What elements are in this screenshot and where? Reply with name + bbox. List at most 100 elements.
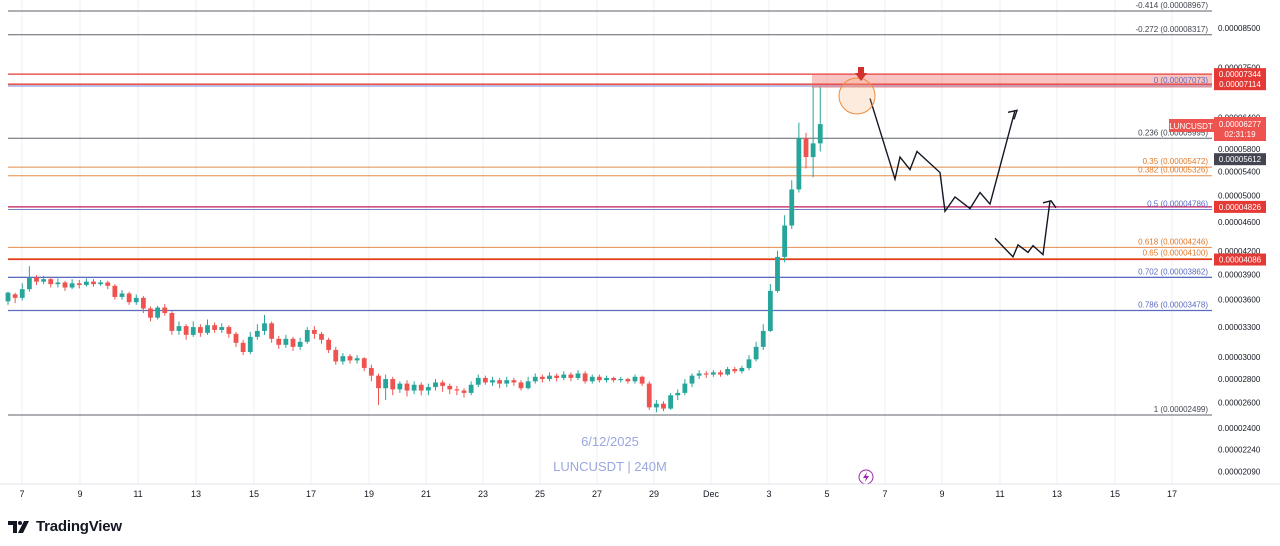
- fib-level-label: 0.382 (0.00005326): [1138, 166, 1208, 175]
- candle-body: [532, 376, 538, 382]
- candle-body: [482, 377, 488, 383]
- last-price-badge: 0.00006277 02:31:19: [1214, 117, 1266, 141]
- candle-body: [376, 375, 381, 389]
- candle-body: [19, 289, 25, 298]
- resistance-zone: [812, 74, 1212, 88]
- candle-body: [91, 281, 96, 285]
- candle-body: [596, 376, 602, 381]
- candle-body: [55, 282, 61, 285]
- fib-level-label: 0.702 (0.00003862): [1138, 267, 1208, 276]
- candle-body: [675, 392, 681, 396]
- price-badge: [1214, 253, 1266, 266]
- candle-body: [290, 338, 296, 347]
- candle-body: [133, 297, 139, 303]
- watermark-symbol: LUNCUSDT | 240M: [553, 459, 667, 474]
- price-badge-label: 0.00007114: [1219, 80, 1261, 89]
- candle-body: [497, 380, 503, 384]
- candle-body: [176, 326, 182, 331]
- candle-body: [739, 367, 745, 372]
- candle-body: [539, 376, 545, 380]
- chart-grid: [21, 0, 1173, 484]
- price-tick-label: 0.00002240: [1218, 446, 1261, 455]
- candle-body: [632, 376, 638, 382]
- candle-body: [212, 325, 218, 330]
- time-axis[interactable]: 7 9 11 13 15 17 19 21 23 25 27 29 Dec 3 5 7 9 11 13 15 17: [0, 483, 1280, 499]
- candle-body: [262, 323, 267, 331]
- projection-path: [869, 98, 1057, 259]
- price-tick-label: 0.00002800: [1218, 375, 1261, 384]
- candle-body: [390, 379, 396, 390]
- candle-body: [490, 380, 495, 383]
- price-chart[interactable]: 6/12/2025 LUNCUSDT | 240M -0.414 (0.0000…: [0, 0, 1280, 510]
- candle-body: [297, 341, 303, 347]
- candle-body: [582, 373, 588, 382]
- candle-body: [155, 307, 161, 318]
- lightning-icon[interactable]: [858, 469, 874, 485]
- candle-body: [333, 349, 339, 362]
- candle-body: [782, 225, 788, 257]
- time-tick-label: 9: [77, 489, 82, 499]
- candle-body: [276, 338, 282, 345]
- time-tick-label: 3: [766, 489, 771, 499]
- projection-line-primary: [869, 98, 1016, 214]
- time-tick-label: 7: [882, 489, 887, 499]
- candle-body: [718, 372, 723, 375]
- price-tick-label: 0.00005400: [1218, 167, 1261, 176]
- time-tick-label: 21: [421, 489, 431, 499]
- candle-body: [468, 384, 474, 393]
- candle-body: [326, 339, 332, 350]
- candle-body: [48, 279, 54, 285]
- price-badge-label: 0.00004826: [1219, 203, 1262, 212]
- price-tick-label: 0.00002600: [1218, 398, 1261, 407]
- candle-body: [511, 380, 517, 383]
- candle-body: [475, 377, 481, 385]
- price-tick-label: 0.00005800: [1218, 145, 1261, 154]
- candle-body: [112, 285, 118, 297]
- candle-body: [789, 189, 795, 226]
- candle-body: [162, 307, 168, 314]
- candle-body: [283, 338, 289, 345]
- price-tick-label: 0.00003900: [1218, 270, 1261, 279]
- price-badge-label: 0.00005612: [1219, 155, 1262, 164]
- price-tick-label: 0.00003000: [1218, 353, 1261, 362]
- projection-arrow-secondary: [1042, 200, 1057, 209]
- candle-body: [525, 381, 531, 389]
- candle-body: [575, 373, 581, 378]
- horizontal-levels: [8, 73, 1212, 312]
- time-tick-label: 19: [364, 489, 374, 499]
- candle-body: [639, 376, 645, 384]
- bar-countdown: 02:31:19: [1224, 130, 1256, 139]
- time-tick-label: 17: [306, 489, 316, 499]
- tradingview-logo-text: TradingView: [36, 518, 122, 535]
- tradingview-logo[interactable]: TradingView: [8, 518, 122, 535]
- candle-body: [347, 356, 353, 361]
- time-tick-label: 13: [1052, 489, 1062, 499]
- candle-body: [817, 124, 823, 144]
- time-tick-label: 15: [1110, 489, 1120, 499]
- candle-body: [646, 383, 652, 408]
- candle-body: [568, 374, 574, 378]
- candle-body: [753, 346, 759, 360]
- candle-body: [26, 277, 32, 290]
- time-tick-label: 7: [19, 489, 24, 499]
- candle-body: [710, 372, 716, 375]
- candle-body: [83, 281, 89, 285]
- candle-body: [5, 292, 11, 302]
- watermark-date: 6/12/2025: [581, 434, 639, 449]
- candle-body: [589, 376, 595, 382]
- candle-body: [41, 279, 47, 282]
- candle-body: [625, 379, 631, 382]
- candle-body: [76, 283, 82, 285]
- candle-body: [433, 382, 438, 388]
- price-badge: [1214, 78, 1266, 91]
- time-tick-label: 9: [939, 489, 944, 499]
- candle-body: [190, 327, 196, 335]
- candle-body: [340, 356, 346, 362]
- candle-body: [169, 313, 175, 331]
- fib-level-label: 0.5 (0.00004786): [1147, 200, 1208, 209]
- candle-body: [119, 293, 125, 297]
- candle-body: [732, 369, 738, 372]
- price-tick-label: 0.00004200: [1218, 247, 1261, 256]
- candle-body: [611, 377, 617, 381]
- candle-body: [126, 293, 132, 303]
